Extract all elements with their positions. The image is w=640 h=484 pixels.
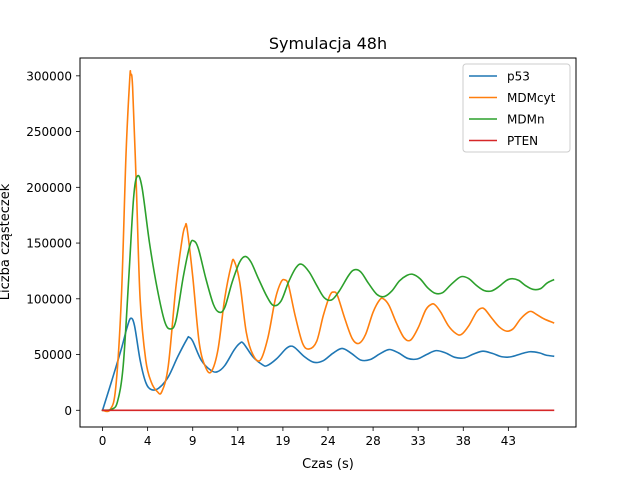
y-tick-label: 250000 [26,125,72,139]
x-tick-label: 19 [275,434,290,448]
legend-label-mdmcyt: MDMcyt [507,91,556,105]
x-tick-label: 4 [144,434,152,448]
x-tick-label: 14 [230,434,245,448]
x-tick-label: 43 [501,434,516,448]
legend-box [462,63,571,153]
legend: p53 MDMcyt MDMn PTEN [462,63,571,153]
x-tick-label: 38 [456,434,471,448]
x-axis: 0 4 9 14 19 24 28 33 38 43 [99,427,516,448]
legend-label-p53: p53 [507,70,530,84]
chart-title: Symulacja 48h [269,34,387,53]
x-tick-label: 28 [365,434,380,448]
legend-label-mdmn: MDMn [507,113,545,127]
legend-label-pten: PTEN [507,134,538,148]
y-tick-label: 150000 [26,237,72,251]
y-axis: 0 50000 100000 150000 200000 250000 300000 [26,69,80,418]
x-tick-label: 33 [411,434,426,448]
y-tick-label: 50000 [34,348,72,362]
x-tick-label: 9 [189,434,197,448]
x-tick-label: 24 [320,434,335,448]
series-line-mdmn [101,174,555,412]
y-tick-label: 100000 [26,292,72,306]
y-tick-label: 200000 [26,181,72,195]
x-axis-label: Czas (s) [302,457,354,472]
series-line-mdmcyt [101,70,555,413]
y-axis-label: Liczba cząsteczek [0,183,13,300]
y-tick-label: 300000 [26,69,72,83]
x-tick-label: 0 [99,434,107,448]
series-line-p53 [101,317,555,412]
plot-series-group [101,70,555,413]
y-tick-label: 0 [64,404,72,418]
